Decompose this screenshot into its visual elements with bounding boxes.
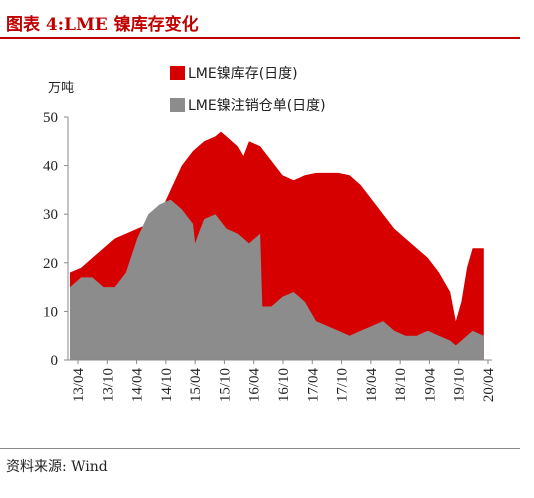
y-tick-label: 20 — [43, 256, 58, 272]
source-note: 资料来源: Wind — [6, 459, 108, 475]
y-tick-label: 0 — [51, 353, 59, 369]
x-tick-label: 18/04 — [364, 368, 380, 403]
x-tick-label: 14/10 — [159, 368, 175, 402]
x-tick-label: 13/10 — [100, 368, 116, 402]
x-tick-label: 20/04 — [481, 368, 497, 403]
x-tick-label: 19/04 — [422, 368, 438, 403]
figure-title: 图表 4:LME 镍库存变化 — [6, 15, 199, 35]
x-tick-label: 17/04 — [305, 368, 321, 403]
x-tick-label: 17/10 — [335, 368, 351, 402]
y-tick-label: 40 — [43, 159, 58, 175]
legend-item: LME镍库存(日度) — [170, 66, 298, 82]
y-axis-ticks: 0 10 20 30 40 50 — [43, 110, 68, 369]
x-tick-label: 14/04 — [130, 368, 146, 403]
x-tick-label: 16/10 — [276, 368, 292, 402]
y-tick-label: 50 — [43, 110, 58, 126]
title-divider — [0, 37, 520, 39]
area-layer — [70, 131, 484, 360]
y-tick-label: 30 — [43, 207, 58, 223]
legend-swatch — [170, 66, 185, 80]
legend-label: LME镍注销仓单(日度) — [188, 98, 326, 114]
axes — [67, 117, 492, 361]
x-tick-label: 13/04 — [71, 368, 87, 403]
x-tick-label: 18/10 — [393, 368, 409, 402]
lme-nickel-inventory-chart: 0 10 20 30 40 50 13/04 13/10 14/04 14/10 15/04 15/… — [43, 66, 497, 402]
x-tick-label: 15/04 — [188, 368, 204, 403]
legend-swatch — [170, 98, 185, 112]
x-tick-label: 19/10 — [452, 368, 468, 402]
legend-item: LME镍注销仓单(日度) — [170, 98, 326, 114]
x-tick-label: 15/10 — [217, 368, 233, 402]
series-warrants-area — [70, 199, 484, 360]
x-tick-label: 16/04 — [247, 368, 263, 403]
y-tick-label: 10 — [43, 304, 58, 320]
legend-label: LME镍库存(日度) — [188, 66, 298, 82]
source-divider — [0, 448, 520, 449]
y-axis-unit: 万吨 — [48, 81, 74, 96]
x-axis-ticks: 13/04 13/10 14/04 14/10 15/04 15/10 16/04 16/10… — [71, 360, 497, 402]
legend: LME镍库存(日度) LME镍注销仓单(日度) — [170, 66, 326, 114]
